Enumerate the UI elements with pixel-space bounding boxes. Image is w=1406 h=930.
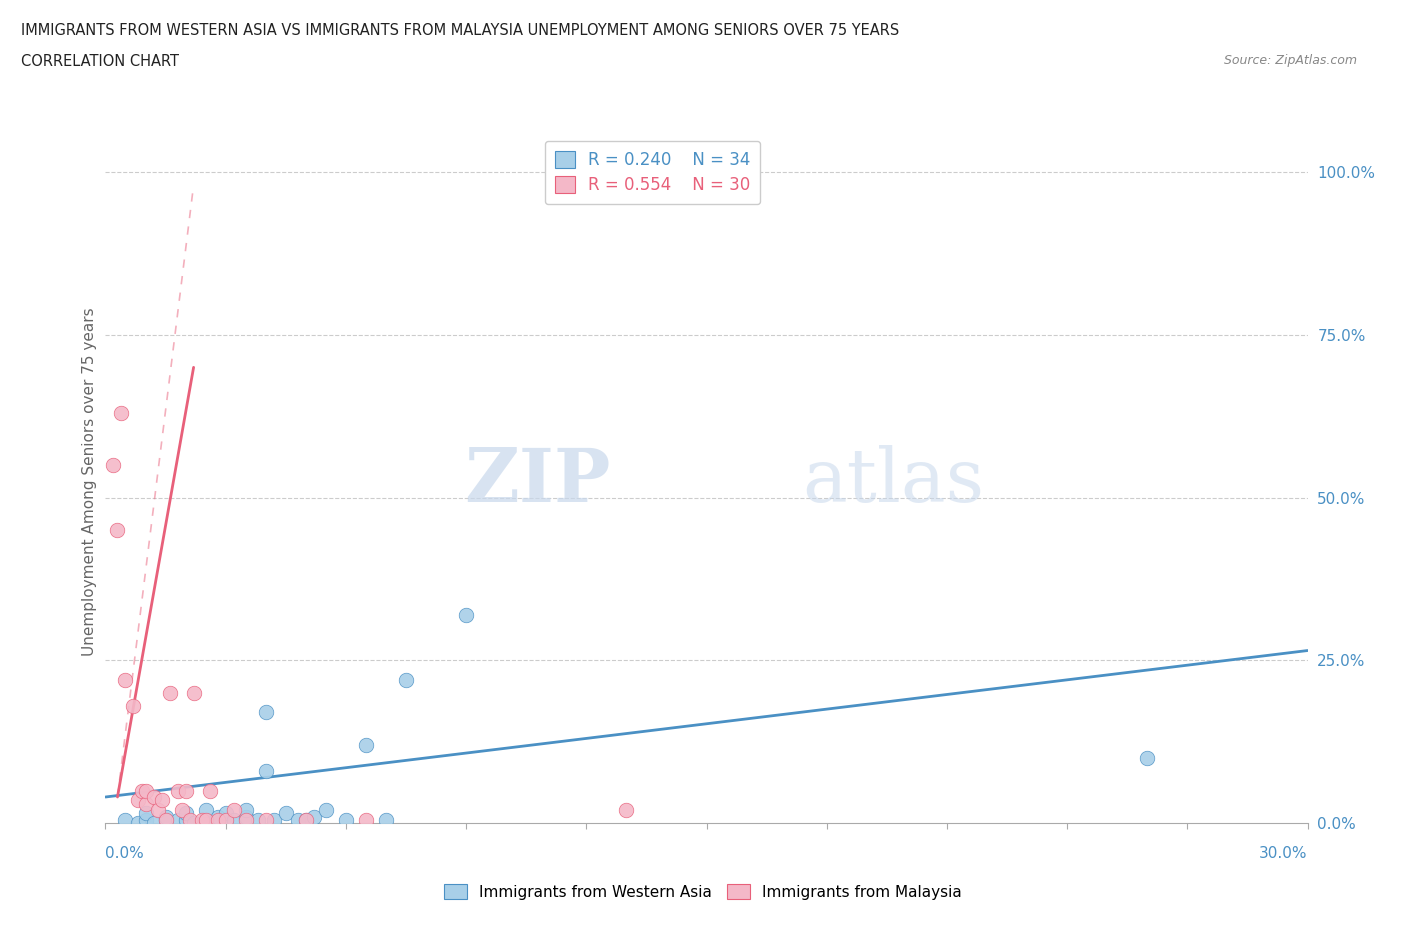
- Point: [198, 783, 221, 798]
- Point: [146, 803, 169, 817]
- Point: [395, 672, 418, 687]
- Point: [183, 816, 205, 830]
- Text: ZIP: ZIP: [464, 445, 610, 518]
- Point: [194, 803, 217, 817]
- Point: [335, 813, 357, 828]
- Point: [155, 813, 177, 828]
- Point: [103, 458, 125, 472]
- Point: [142, 816, 165, 830]
- Point: [155, 813, 177, 828]
- Point: [150, 792, 173, 807]
- Point: [222, 803, 245, 817]
- Point: [166, 813, 188, 828]
- Point: [235, 813, 257, 828]
- Point: [274, 805, 297, 821]
- Point: [183, 685, 205, 700]
- Point: [207, 813, 229, 828]
- Legend: R = 0.240    N = 34, R = 0.554    N = 30: R = 0.240 N = 34, R = 0.554 N = 30: [544, 141, 761, 204]
- Point: [374, 813, 398, 828]
- Text: CORRELATION CHART: CORRELATION CHART: [21, 54, 179, 69]
- Point: [131, 783, 153, 798]
- Point: [454, 607, 477, 622]
- Point: [222, 813, 245, 828]
- Point: [194, 813, 217, 828]
- Point: [135, 796, 157, 811]
- Point: [190, 813, 212, 828]
- Point: [122, 698, 145, 713]
- Point: [127, 792, 149, 807]
- Point: [170, 803, 193, 817]
- Point: [107, 523, 129, 538]
- Text: Source: ZipAtlas.com: Source: ZipAtlas.com: [1223, 54, 1357, 67]
- Point: [135, 783, 157, 798]
- Point: [235, 809, 257, 824]
- Point: [127, 816, 149, 830]
- Point: [254, 764, 277, 778]
- Point: [174, 813, 197, 828]
- Text: 0.0%: 0.0%: [105, 846, 145, 861]
- Point: [174, 783, 197, 798]
- Text: IMMIGRANTS FROM WESTERN ASIA VS IMMIGRANTS FROM MALAYSIA UNEMPLOYMENT AMONG SENI: IMMIGRANTS FROM WESTERN ASIA VS IMMIGRAN…: [21, 23, 900, 38]
- Point: [263, 813, 285, 828]
- Point: [207, 809, 229, 824]
- Point: [302, 809, 325, 824]
- Point: [114, 813, 136, 828]
- Y-axis label: Unemployment Among Seniors over 75 years: Unemployment Among Seniors over 75 years: [82, 307, 97, 656]
- Point: [174, 805, 197, 821]
- Point: [354, 813, 377, 828]
- Point: [354, 737, 377, 752]
- Point: [295, 813, 318, 828]
- Point: [135, 805, 157, 821]
- Point: [616, 803, 638, 817]
- Point: [214, 805, 236, 821]
- Point: [235, 803, 257, 817]
- Point: [142, 790, 165, 804]
- Point: [214, 813, 236, 828]
- Point: [114, 672, 136, 687]
- Point: [246, 813, 269, 828]
- Point: [287, 813, 309, 828]
- Point: [214, 813, 236, 828]
- Text: 30.0%: 30.0%: [1260, 846, 1308, 861]
- Point: [194, 813, 217, 828]
- Point: [315, 803, 337, 817]
- Point: [155, 809, 177, 824]
- Point: [110, 405, 132, 420]
- Text: atlas: atlas: [803, 445, 984, 518]
- Point: [1136, 751, 1159, 765]
- Point: [295, 813, 318, 828]
- Point: [254, 705, 277, 720]
- Point: [179, 813, 201, 828]
- Point: [254, 813, 277, 828]
- Legend: Immigrants from Western Asia, Immigrants from Malaysia: Immigrants from Western Asia, Immigrants…: [437, 877, 969, 906]
- Point: [135, 813, 157, 828]
- Point: [166, 783, 188, 798]
- Point: [159, 685, 181, 700]
